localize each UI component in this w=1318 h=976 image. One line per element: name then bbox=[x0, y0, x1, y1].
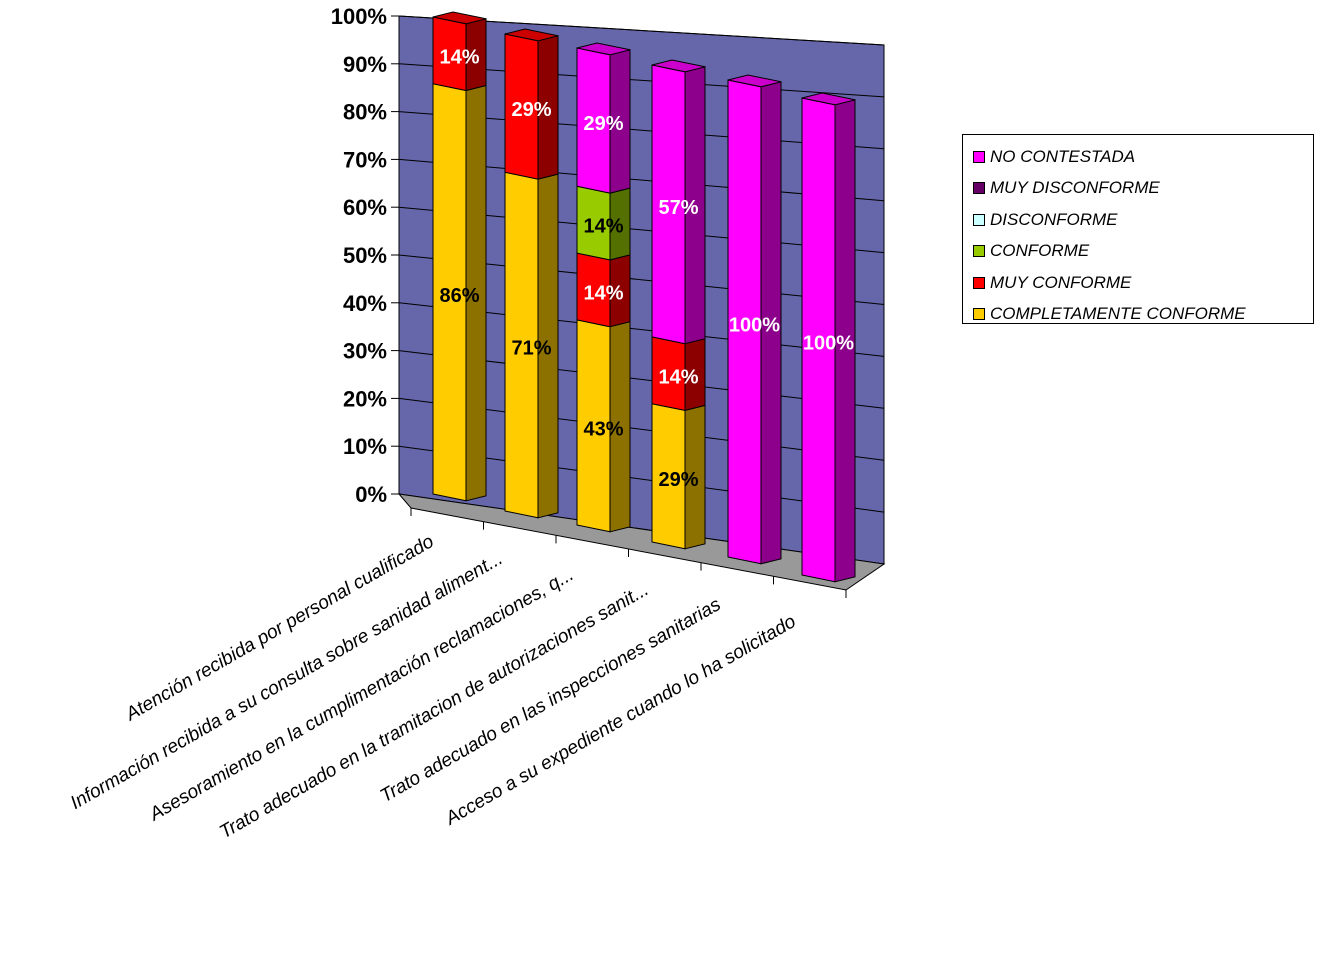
legend-label: CONFORME bbox=[990, 241, 1090, 261]
data-label: 29% bbox=[583, 113, 623, 135]
y-tick-label: 0% bbox=[355, 482, 387, 507]
data-label: 86% bbox=[439, 285, 479, 307]
legend-swatch bbox=[973, 182, 985, 195]
y-tick-label: 40% bbox=[343, 291, 387, 316]
y-tick-label: 100% bbox=[331, 4, 387, 29]
legend-label: MUY CONFORME bbox=[990, 272, 1132, 292]
legend-item: NO CONTESTADA bbox=[963, 141, 1313, 173]
bar-1-top bbox=[432, 11, 487, 25]
data-label: 100% bbox=[803, 333, 854, 355]
legend-label: DISCONFORME bbox=[990, 209, 1118, 229]
y-tick-label: 10% bbox=[343, 434, 387, 459]
legend-item: MUY DISCONFORME bbox=[963, 173, 1313, 205]
legend-item: MUY CONFORME bbox=[963, 267, 1313, 299]
legend-swatch bbox=[973, 213, 985, 226]
y-tick-label: 30% bbox=[343, 339, 387, 364]
y-tick-label: 70% bbox=[343, 147, 387, 172]
data-label: 14% bbox=[583, 216, 623, 238]
data-label: 100% bbox=[729, 315, 780, 337]
data-label: 57% bbox=[658, 197, 698, 219]
y-tick-label: 80% bbox=[343, 100, 387, 125]
legend-label: NO CONTESTADA bbox=[990, 146, 1136, 166]
data-label: 14% bbox=[658, 366, 698, 388]
legend-item: DISCONFORME bbox=[963, 204, 1313, 236]
data-label: 43% bbox=[583, 418, 623, 440]
chart-legend: NO CONTESTADA MUY DISCONFORME DISCONFORME C… bbox=[962, 134, 1314, 324]
legend-label: COMPLETAMENTE CONFORME bbox=[990, 304, 1246, 324]
legend-item: COMPLETAMENTE CONFORME bbox=[963, 299, 1313, 331]
y-tick-label: 60% bbox=[343, 195, 387, 220]
data-label: 71% bbox=[511, 338, 551, 360]
legend-label: MUY DISCONFORME bbox=[990, 178, 1160, 198]
legend-swatch bbox=[973, 245, 985, 258]
bar-5-top bbox=[727, 74, 782, 88]
data-label: 14% bbox=[439, 46, 479, 68]
legend-item: CONFORME bbox=[963, 236, 1313, 268]
legend-swatch bbox=[973, 308, 985, 321]
y-tick-label: 50% bbox=[343, 243, 387, 268]
bar-6-top bbox=[801, 92, 856, 106]
bar-4-top bbox=[651, 59, 706, 73]
data-label: 14% bbox=[583, 283, 623, 305]
y-tick-label: 90% bbox=[343, 52, 387, 77]
bar-2-top bbox=[504, 28, 559, 42]
bar-3-top bbox=[576, 42, 631, 56]
y-tick-label: 20% bbox=[343, 386, 387, 411]
legend-swatch bbox=[973, 150, 985, 163]
data-label: 29% bbox=[658, 469, 698, 491]
legend-swatch bbox=[973, 276, 985, 289]
data-label: 29% bbox=[511, 99, 551, 121]
